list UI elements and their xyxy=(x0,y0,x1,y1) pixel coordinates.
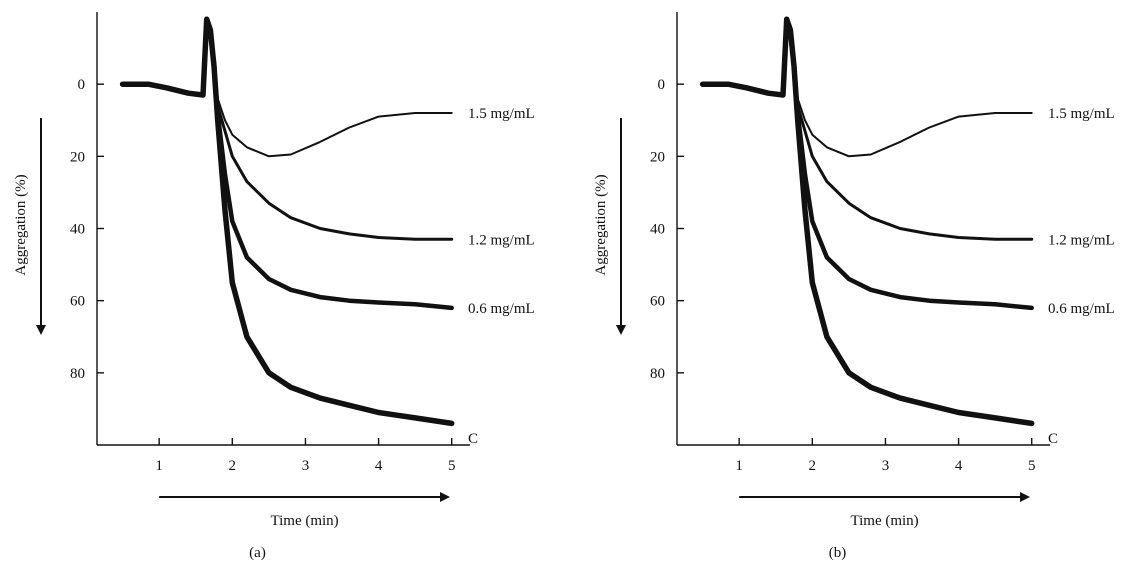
y-axis-title: Aggregation (%) xyxy=(593,174,609,275)
y-tick-label: 40 xyxy=(650,222,665,238)
x-tick-label: 3 xyxy=(882,458,890,474)
series-line xyxy=(701,17,1034,241)
panel-label: (a) xyxy=(249,545,266,561)
series-label: C xyxy=(1048,431,1058,447)
series-label: 1.5 mg/mL xyxy=(468,106,535,122)
series-label: 0.6 mg/mL xyxy=(1048,301,1115,317)
x-tick-label: 2 xyxy=(809,458,817,474)
x-tick-label: 4 xyxy=(955,458,963,474)
y-tick-label: 80 xyxy=(70,366,85,382)
x-tick-label: 3 xyxy=(302,458,310,474)
series-line xyxy=(119,16,455,427)
series-line xyxy=(699,16,1035,427)
y-axis-title: Aggregation (%) xyxy=(13,174,29,275)
series-line xyxy=(700,16,1034,311)
x-tick-label: 5 xyxy=(448,458,456,474)
x-tick-label: 2 xyxy=(229,458,237,474)
series-label: 1.2 mg/mL xyxy=(1048,232,1115,248)
x-axis-title: Time (min) xyxy=(270,513,338,529)
chart-panel-a: 0 20 40 60 80 1 2 3 4 5 Aggregation (%) Time (min)(… xyxy=(13,12,535,561)
chart-panel-b: 0 20 40 60 80 1 2 3 4 5 Aggregation (%) Time (min)(… xyxy=(593,12,1115,561)
x-tick-label: 4 xyxy=(375,458,383,474)
y-tick-label: 40 xyxy=(70,222,85,238)
series-label: 0.6 mg/mL xyxy=(468,301,535,317)
x-tick-label: 1 xyxy=(735,458,743,474)
y-tick-label: 0 xyxy=(78,77,86,93)
panel-label: (b) xyxy=(829,545,847,561)
series-label: 1.5 mg/mL xyxy=(1048,106,1115,122)
x-axis-title: Time (min) xyxy=(850,513,918,529)
y-tick-label: 60 xyxy=(70,294,85,310)
y-tick-label: 60 xyxy=(650,294,665,310)
y-tick-label: 0 xyxy=(658,77,666,93)
series-label: C xyxy=(468,431,478,447)
series-label: 1.2 mg/mL xyxy=(468,232,535,248)
x-tick-label: 1 xyxy=(155,458,163,474)
series-line xyxy=(120,16,454,311)
series-line xyxy=(121,17,454,241)
x-tick-label: 5 xyxy=(1028,458,1036,474)
y-tick-label: 20 xyxy=(70,149,85,165)
y-tick-label: 20 xyxy=(650,149,665,165)
y-tick-label: 80 xyxy=(650,366,665,382)
